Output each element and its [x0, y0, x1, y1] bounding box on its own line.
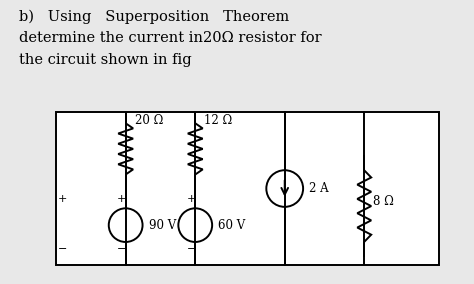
Text: 90 V: 90 V — [148, 219, 176, 232]
Text: +: + — [58, 194, 67, 204]
Text: 12 Ω: 12 Ω — [204, 114, 232, 127]
Text: 2 A: 2 A — [309, 182, 328, 195]
Text: b)   Using   Superposition   Theorem: b) Using Superposition Theorem — [19, 9, 290, 24]
Text: determine the current in20Ω resistor for: determine the current in20Ω resistor for — [19, 31, 322, 45]
Text: +: + — [187, 194, 196, 204]
Text: −: − — [187, 244, 196, 254]
Text: 60 V: 60 V — [218, 219, 246, 232]
Text: −: − — [58, 244, 67, 254]
Text: +: + — [117, 194, 127, 204]
Text: −: − — [117, 244, 127, 254]
Text: the circuit shown in fig: the circuit shown in fig — [19, 53, 192, 67]
Text: 20 Ω: 20 Ω — [135, 114, 163, 127]
Bar — [56, 112, 439, 265]
Text: 8 Ω: 8 Ω — [373, 195, 394, 208]
